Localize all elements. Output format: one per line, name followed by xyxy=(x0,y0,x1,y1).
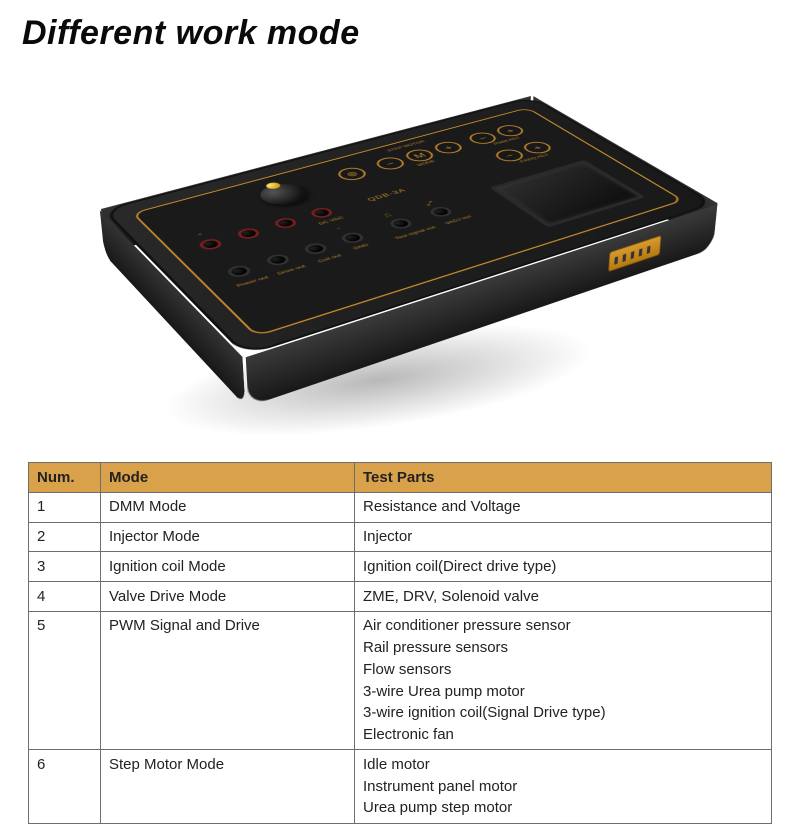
cell-mode: Injector Mode xyxy=(101,522,355,552)
coil-out-jack-icon xyxy=(272,216,300,229)
cell-num: 5 xyxy=(29,611,101,750)
table-row: 5PWM Signal and DriveAir conditioner pre… xyxy=(29,611,772,750)
parts-line: Ignition coil(Direct drive type) xyxy=(363,556,763,578)
power-out-gnd-jack-icon xyxy=(224,264,253,279)
device-illustration: ⊚ − M + STEP MOTOR MODE − + PWM ADJ − + … xyxy=(130,56,690,456)
parts-line: Instrument panel motor xyxy=(363,776,763,798)
parts-line: Idle motor xyxy=(363,754,763,776)
parts-line: ZME, DRV, Solenoid valve xyxy=(363,586,763,608)
drive-out-jack-icon xyxy=(234,227,262,241)
table-header-row: Num. Mode Test Parts xyxy=(29,463,772,493)
rotary-knob-icon xyxy=(252,180,314,209)
nfc-button-icon: ⊚ xyxy=(333,166,370,183)
cell-parts: Air conditioner pressure sensorRail pres… xyxy=(355,611,772,750)
cell-mode: PWM Signal and Drive xyxy=(101,611,355,750)
cell-mode: DMM Mode xyxy=(101,492,355,522)
cell-mode: Valve Drive Mode xyxy=(101,582,355,612)
model-label: QDB-3A xyxy=(359,186,416,205)
device-face: ⊚ − M + STEP MOTOR MODE − + PWM ADJ − + … xyxy=(132,107,685,336)
parts-line: 3-wire ignition coil(Signal Drive type) xyxy=(363,702,763,724)
signal-out-jack-icon xyxy=(387,217,415,231)
cell-parts: ZME, DRV, Solenoid valve xyxy=(355,582,772,612)
cell-num: 1 xyxy=(29,492,101,522)
gnd-jack-icon xyxy=(338,231,367,245)
parts-line: Air conditioner pressure sensor xyxy=(363,615,763,637)
drive-out-gnd-jack-icon xyxy=(263,253,292,268)
parts-line: Flow sensors xyxy=(363,659,763,681)
cell-parts: Idle motorInstrument panel motorUrea pum… xyxy=(355,750,772,823)
cell-num: 6 xyxy=(29,750,101,823)
step-motor-port-icon xyxy=(608,235,661,272)
parts-line: Resistance and Voltage xyxy=(363,496,763,518)
header-parts: Test Parts xyxy=(355,463,772,493)
cell-parts: Ignition coil(Direct drive type) xyxy=(355,552,772,582)
dc-vdc-jack-icon xyxy=(308,206,336,219)
cell-num: 4 xyxy=(29,582,101,612)
cell-parts: Injector xyxy=(355,522,772,552)
header-mode: Mode xyxy=(101,463,355,493)
plus-button-icon: + xyxy=(430,140,467,156)
table-row: 6Step Motor ModeIdle motorInstrument pan… xyxy=(29,750,772,823)
power-out-jack-icon xyxy=(196,237,224,251)
cell-num: 2 xyxy=(29,522,101,552)
coil-out-gnd-jack-icon xyxy=(301,242,330,256)
parts-line: Electronic fan xyxy=(363,724,763,746)
parts-line: Urea pump step motor xyxy=(363,797,763,819)
cell-num: 3 xyxy=(29,552,101,582)
modes-table: Num. Mode Test Parts 1DMM Mode Resistance… xyxy=(28,462,772,824)
parts-line: 3-wire Urea pump motor xyxy=(363,681,763,703)
vadj-out-jack-icon xyxy=(427,205,455,218)
lcd-screen xyxy=(489,160,645,228)
page-title: Different work mode xyxy=(22,14,360,53)
table-row: 1DMM Mode Resistance and Voltage xyxy=(29,492,772,522)
table-row: 3Ignition coil Mode Ignition coil(Direct … xyxy=(29,552,772,582)
table-row: 2Injector Mode Injector xyxy=(29,522,772,552)
parts-line: Rail pressure sensors xyxy=(363,637,763,659)
table-row: 4Valve Drive Mode ZME, DRV, Solenoid valv… xyxy=(29,582,772,612)
parts-line: Injector xyxy=(363,526,763,548)
cell-mode: Ignition coil Mode xyxy=(101,552,355,582)
cell-mode: Step Motor Mode xyxy=(101,750,355,823)
minus-button-icon: − xyxy=(372,155,409,171)
cell-parts: Resistance and Voltage xyxy=(355,492,772,522)
header-num: Num. xyxy=(29,463,101,493)
